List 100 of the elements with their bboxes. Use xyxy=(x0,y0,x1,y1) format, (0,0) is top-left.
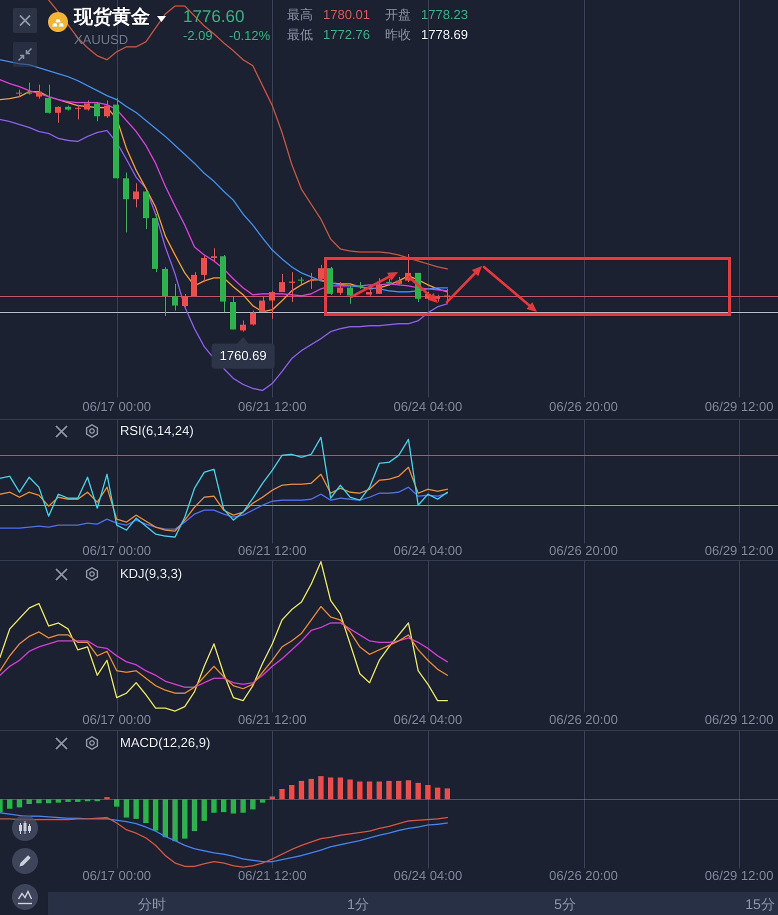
text: 分时 xyxy=(138,896,166,912)
bar xyxy=(240,799,246,813)
candlestick xyxy=(26,82,32,96)
x-tick-label: 06/26 20:00 xyxy=(549,542,618,558)
candlestick xyxy=(279,273,285,293)
x-tick-label: 06/29 12:00 xyxy=(704,542,774,558)
candlestick xyxy=(289,272,295,303)
bar xyxy=(318,776,324,800)
chart-title: MACD(12,26,9) xyxy=(120,735,210,751)
candlestick xyxy=(45,84,51,114)
candlestick xyxy=(172,283,178,311)
bar xyxy=(182,799,188,839)
bar xyxy=(7,799,12,809)
bar xyxy=(56,799,62,803)
bar xyxy=(124,799,130,818)
bar xyxy=(308,778,314,800)
candlestick xyxy=(123,172,129,233)
bar xyxy=(328,777,334,800)
bar xyxy=(406,780,412,800)
bar xyxy=(298,780,304,800)
x-tick-label: 06/29 12:00 xyxy=(704,398,774,414)
chart-title: RSI(6,14,24) xyxy=(120,423,194,439)
bar xyxy=(386,780,392,800)
x-tick-label: 06/29 12:00 xyxy=(704,712,774,727)
bar xyxy=(230,799,236,814)
candlestick xyxy=(318,264,324,282)
candlestick xyxy=(182,293,188,308)
candlestick xyxy=(133,182,139,208)
candlestick xyxy=(36,84,42,100)
bar xyxy=(192,799,198,832)
bar xyxy=(376,782,382,800)
text: -2.09 xyxy=(183,28,213,44)
x-tick-label: 06/24 04:00 xyxy=(394,542,462,558)
bar xyxy=(434,788,440,800)
text: 5分 xyxy=(554,896,576,912)
candlestick xyxy=(308,272,314,290)
bar xyxy=(143,799,149,823)
text: 15分 xyxy=(745,896,775,912)
bar xyxy=(279,789,285,800)
candlestick xyxy=(201,255,207,283)
bar xyxy=(152,799,158,830)
bar xyxy=(250,799,256,810)
bar xyxy=(444,788,450,800)
text: 1778.69 xyxy=(421,27,468,43)
bar xyxy=(396,780,402,800)
bar xyxy=(425,784,431,800)
bar xyxy=(347,780,353,800)
bar xyxy=(114,799,120,807)
candlestick xyxy=(55,106,61,124)
x-tick-label: 06/26 20:00 xyxy=(549,868,618,883)
text: 开盘 xyxy=(385,7,411,23)
text: 1772.76 xyxy=(323,27,370,43)
x-tick-label: 06/21 12:00 xyxy=(238,398,307,414)
x-tick-label: 06/24 04:00 xyxy=(394,868,462,883)
bar xyxy=(202,799,207,821)
x-tick-label: 06/26 20:00 xyxy=(549,398,618,414)
bar xyxy=(172,799,178,842)
bar xyxy=(75,799,80,802)
bar xyxy=(366,782,372,800)
bar xyxy=(357,782,362,800)
x-tick-label: 06/17 00:00 xyxy=(82,868,152,883)
candlestick xyxy=(269,290,275,320)
bar xyxy=(65,799,71,802)
text: 最低 xyxy=(287,27,313,43)
chart-title: KDJ(9,3,3) xyxy=(120,566,182,582)
bar xyxy=(416,782,421,800)
x-tick-label: 06/26 20:00 xyxy=(549,712,618,727)
x-tick-label: 06/29 12:00 xyxy=(704,868,774,883)
candlestick xyxy=(104,100,110,118)
candlestick xyxy=(94,102,100,122)
bar xyxy=(36,799,42,804)
bar xyxy=(46,799,52,804)
bar xyxy=(221,799,226,812)
bar xyxy=(338,777,344,800)
x-tick-label: 06/24 04:00 xyxy=(394,712,462,727)
candlestick xyxy=(250,310,256,326)
text: 1780.01 xyxy=(323,7,370,23)
bar xyxy=(16,799,22,808)
bar xyxy=(26,799,32,804)
candlestick xyxy=(240,320,246,332)
candlestick xyxy=(337,282,343,296)
text: -0.12% xyxy=(229,28,270,44)
bar xyxy=(211,799,217,813)
bar xyxy=(133,799,139,819)
candlestick xyxy=(444,288,450,302)
candlestick xyxy=(75,104,81,120)
x-tick-label: 06/17 00:00 xyxy=(82,398,152,414)
chart-title: 现货黄金 xyxy=(74,6,150,30)
text: 昨收 xyxy=(385,27,411,43)
x-tick-label: 06/21 12:00 xyxy=(238,712,307,727)
text: 最高 xyxy=(287,7,313,23)
annotation: 1760.69 xyxy=(220,348,267,364)
bar xyxy=(260,799,266,803)
candlestick xyxy=(211,248,217,263)
text: 1分 xyxy=(347,896,369,912)
candlestick xyxy=(259,296,265,312)
bar xyxy=(162,799,168,838)
x-tick-label: 06/17 00:00 xyxy=(82,712,152,727)
x-tick-label: 06/24 04:00 xyxy=(394,398,462,414)
x-tick-label: 06/21 12:00 xyxy=(238,542,307,558)
